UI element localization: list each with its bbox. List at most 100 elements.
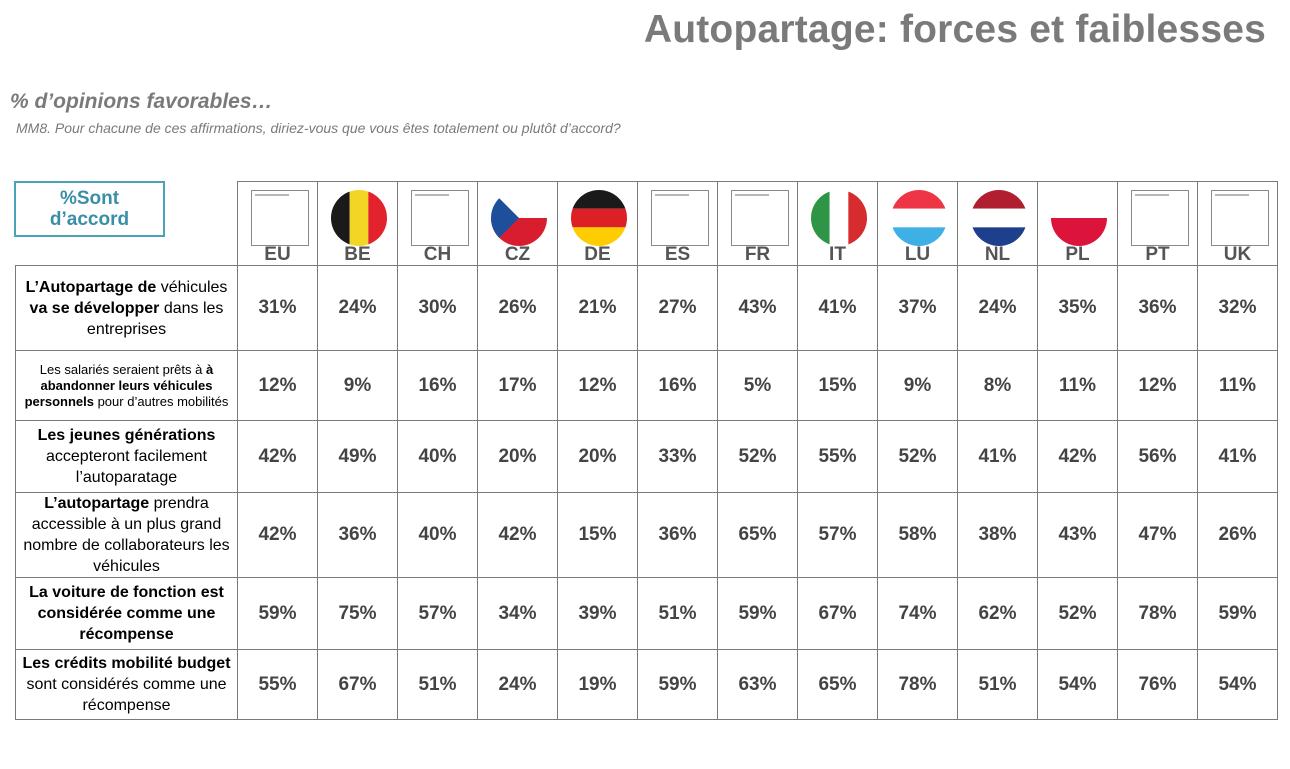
value-cell-lu: 74% (877, 577, 958, 650)
value-cell-it: 65% (797, 649, 878, 720)
header-cell-be: BE (317, 181, 398, 266)
value-cell-es: 36% (637, 492, 718, 578)
table-row: L’autopartage prendra accessible à un pl… (15, 492, 1278, 578)
flag-nl (971, 190, 1027, 246)
flag-lu (891, 190, 947, 246)
value-cell-uk: 32% (1197, 265, 1278, 351)
row-label-part: La voiture de fonction est considérée co… (29, 584, 224, 643)
row-label-part: L’autopartage (44, 495, 154, 512)
value-cell-ch: 57% (397, 577, 478, 650)
row-label: Les jeunes générations accepteront facil… (15, 420, 238, 493)
value-cell-uk: 11% (1197, 350, 1278, 421)
value-cell-fr: 43% (717, 265, 798, 351)
column-label: DE (584, 244, 611, 265)
sont-daccord-label-line1: %Sont (59, 188, 120, 209)
value-cell-eu: 59% (237, 577, 318, 650)
value-cell-nl: 8% (957, 350, 1038, 421)
flag-placeholder-fr-icon (731, 190, 789, 246)
value-cell-pl: 11% (1037, 350, 1118, 421)
column-label: FR (744, 244, 771, 265)
column-label: PT (1145, 244, 1170, 265)
value-cell-eu: 12% (237, 350, 318, 421)
value-cell-de: 39% (557, 577, 638, 650)
value-cell-cz: 26% (477, 265, 558, 351)
value-cell-fr: 63% (717, 649, 798, 720)
header-cell-pl: PL (1037, 181, 1118, 266)
column-label: CZ (504, 244, 531, 265)
value-cell-uk: 26% (1197, 492, 1278, 578)
value-cell-uk: 54% (1197, 649, 1278, 720)
value-cell-cz: 24% (477, 649, 558, 720)
value-cell-es: 16% (637, 350, 718, 421)
flag-placeholder-ch-icon (411, 190, 469, 246)
value-cell-cz: 34% (477, 577, 558, 650)
value-cell-nl: 62% (957, 577, 1038, 650)
header-cell-ch: CH (397, 181, 478, 266)
value-cell-cz: 42% (477, 492, 558, 578)
row-label: L’Autopartage de véhicules va se dévelop… (15, 265, 238, 351)
value-cell-eu: 55% (237, 649, 318, 720)
value-cell-cz: 17% (477, 350, 558, 421)
flag-placeholder-eu-icon (251, 190, 309, 246)
header-cell-fr: FR (717, 181, 798, 266)
value-cell-fr: 59% (717, 577, 798, 650)
row-label: Les crédits mobilité budget sont considé… (15, 649, 238, 720)
value-cell-nl: 51% (957, 649, 1038, 720)
column-label: IT (829, 244, 846, 265)
value-cell-de: 21% (557, 265, 638, 351)
value-cell-de: 15% (557, 492, 638, 578)
column-label: ES (664, 244, 691, 265)
value-cell-uk: 59% (1197, 577, 1278, 650)
value-cell-de: 12% (557, 350, 638, 421)
table-row: L’Autopartage de véhicules va se dévelop… (15, 265, 1278, 351)
row-label-part: Les jeunes générations (37, 427, 216, 444)
row-label-part: véhicules (156, 278, 228, 296)
value-cell-pt: 76% (1117, 649, 1198, 720)
row-label: L’autopartage prendra accessible à un pl… (15, 492, 238, 578)
header-cell-eu: EU (237, 181, 318, 266)
value-cell-es: 59% (637, 649, 718, 720)
value-cell-pl: 52% (1037, 577, 1118, 650)
flag-pl-icon (1051, 190, 1107, 246)
value-cell-lu: 52% (877, 420, 958, 493)
header-cell-cz: CZ (477, 181, 558, 266)
value-cell-pl: 35% (1037, 265, 1118, 351)
value-cell-ch: 16% (397, 350, 478, 421)
header-cell-pt: PT (1117, 181, 1198, 266)
row-label-part: Les crédits mobilité budget (22, 655, 231, 672)
value-cell-eu: 42% (237, 492, 318, 578)
table-row: La voiture de fonction est considérée co… (15, 577, 1278, 650)
flag-cz-icon (491, 190, 547, 246)
value-cell-ch: 40% (397, 492, 478, 578)
page-title: Autopartage: forces et faiblesses (643, 8, 1266, 51)
value-cell-be: 24% (317, 265, 398, 351)
row-label: La voiture de fonction est considérée co… (15, 577, 238, 650)
row-label-part: dans les entreprises (86, 299, 224, 338)
column-label: PL (1065, 244, 1090, 265)
table-row: Les crédits mobilité budget sont considé… (15, 649, 1278, 720)
value-cell-es: 51% (637, 577, 718, 650)
value-cell-ch: 51% (397, 649, 478, 720)
header-cell-uk: UK (1197, 181, 1278, 266)
flag-be-icon (331, 190, 387, 246)
value-cell-de: 20% (557, 420, 638, 493)
sont-daccord-label-line2: d’accord (49, 209, 130, 230)
value-cell-lu: 9% (877, 350, 958, 421)
flag-it (811, 190, 867, 246)
column-label: LU (904, 244, 931, 265)
value-cell-uk: 41% (1197, 420, 1278, 493)
row-label-part: sont considérés comme une récompense (26, 676, 227, 714)
column-label: UK (1223, 244, 1252, 265)
value-cell-pl: 54% (1037, 649, 1118, 720)
value-cell-es: 27% (637, 265, 718, 351)
column-label: BE (344, 244, 371, 265)
flag-cz (491, 190, 547, 246)
value-cell-pt: 12% (1117, 350, 1198, 421)
sont-daccord-label: %Sont d’accord (14, 181, 165, 237)
value-cell-nl: 24% (957, 265, 1038, 351)
header-cell-de: DE (557, 181, 638, 266)
value-cell-it: 57% (797, 492, 878, 578)
value-cell-de: 19% (557, 649, 638, 720)
value-cell-ch: 30% (397, 265, 478, 351)
flag-lu-icon (891, 190, 947, 246)
